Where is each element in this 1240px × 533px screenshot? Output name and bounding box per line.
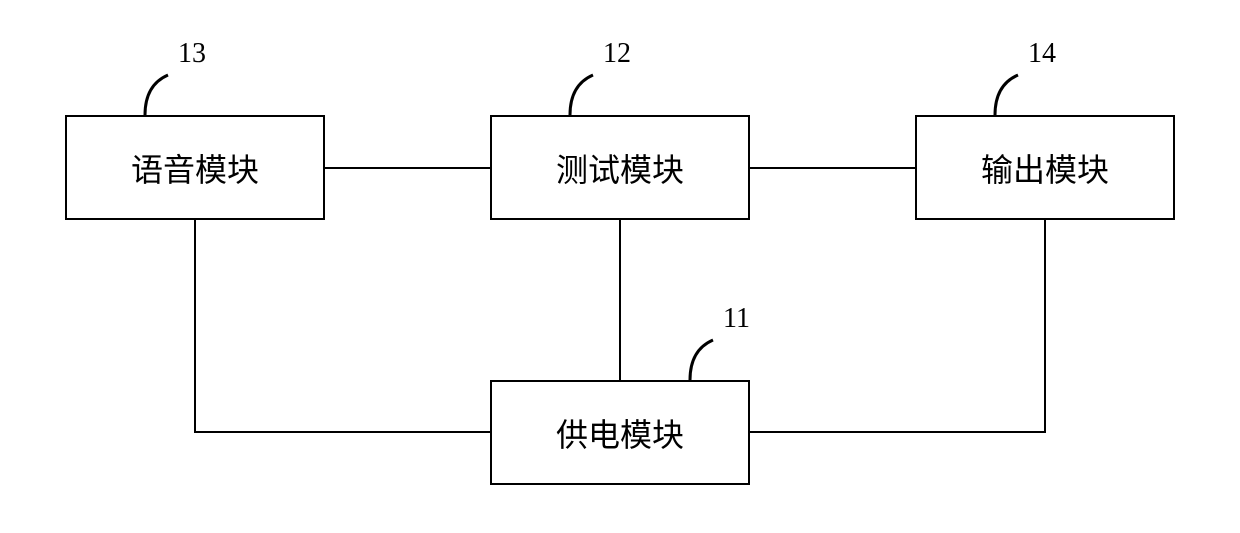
voice-module-label: 语音模块	[131, 145, 259, 191]
test-module-label: 测试模块	[556, 145, 684, 191]
ref-label-12: 12	[603, 38, 631, 70]
edge-voice-test	[325, 167, 490, 169]
edge-voice-power-v	[194, 220, 196, 433]
block-diagram: 语音模块 测试模块 输出模块 供电模块 13 12 1	[0, 0, 1240, 533]
test-module-block: 测试模块	[490, 115, 750, 220]
power-module-label: 供电模块	[556, 410, 684, 456]
ref-label-11: 11	[723, 303, 750, 335]
ref-label-13: 13	[178, 38, 206, 70]
edge-test-power	[619, 220, 621, 380]
ref-label-14: 14	[1028, 38, 1056, 70]
edge-voice-power-h	[194, 431, 490, 433]
output-module-block: 输出模块	[915, 115, 1175, 220]
edge-output-power-h	[750, 431, 1046, 433]
output-module-label: 输出模块	[981, 145, 1109, 191]
power-module-block: 供电模块	[490, 380, 750, 485]
voice-module-block: 语音模块	[65, 115, 325, 220]
edge-output-power-v	[1044, 220, 1046, 433]
edge-test-output	[750, 167, 915, 169]
